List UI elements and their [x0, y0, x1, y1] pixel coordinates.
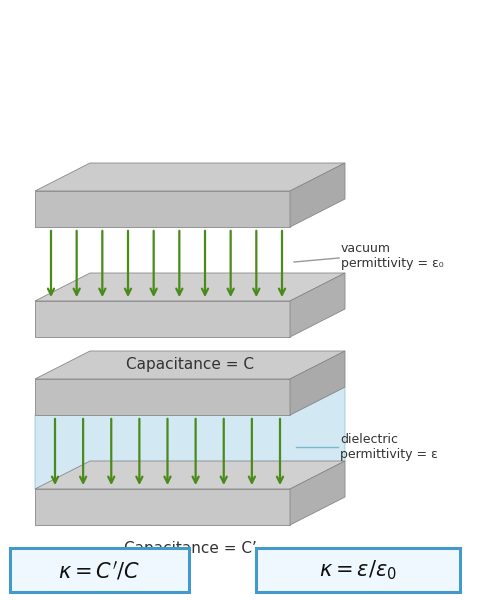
Text: $\kappa = C'/C$: $\kappa = C'/C$: [58, 559, 141, 581]
Polygon shape: [290, 351, 345, 415]
Polygon shape: [35, 163, 345, 191]
Text: Capacitance = C: Capacitance = C: [126, 358, 254, 373]
FancyBboxPatch shape: [10, 548, 189, 592]
Polygon shape: [290, 461, 345, 525]
Polygon shape: [35, 351, 345, 379]
FancyBboxPatch shape: [256, 548, 460, 592]
Text: vacuum
permittivity = ε₀: vacuum permittivity = ε₀: [341, 242, 444, 270]
Polygon shape: [35, 301, 290, 337]
Polygon shape: [35, 461, 345, 489]
Text: dielectric
permittivity = ε: dielectric permittivity = ε: [340, 433, 438, 461]
Polygon shape: [290, 163, 345, 227]
Polygon shape: [35, 379, 290, 415]
Text: $\kappa = \varepsilon/\varepsilon_0$: $\kappa = \varepsilon/\varepsilon_0$: [319, 558, 397, 582]
Polygon shape: [35, 191, 290, 227]
Polygon shape: [35, 489, 290, 525]
Polygon shape: [290, 273, 345, 337]
Polygon shape: [35, 273, 345, 301]
Text: Capacitance = C’: Capacitance = C’: [124, 541, 257, 557]
Polygon shape: [35, 387, 345, 489]
